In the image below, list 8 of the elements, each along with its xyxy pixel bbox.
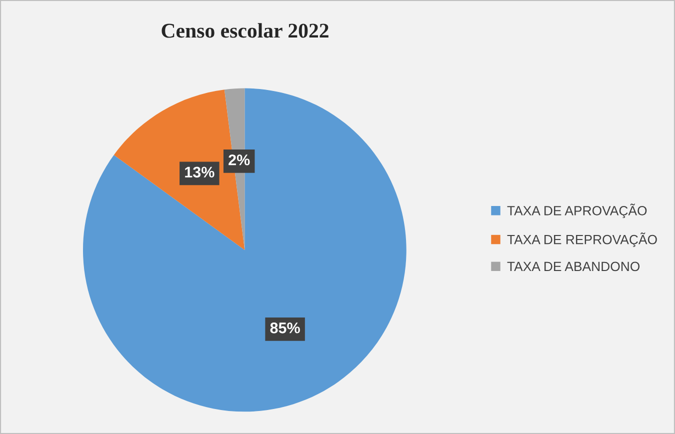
data-label: 13% <box>185 166 214 178</box>
pie-slice <box>83 88 406 412</box>
chart-title: Censo escolar 2022 <box>162 23 328 38</box>
data-label: 2% <box>228 154 250 166</box>
data-label: 85% <box>270 322 300 334</box>
legend-label: TAXA DE APROVAÇÃO <box>507 204 647 218</box>
legend-label: TAXA DE ABANDONO <box>507 262 640 272</box>
legend-label: TAXA DE REPROVAÇÃO <box>507 232 657 247</box>
